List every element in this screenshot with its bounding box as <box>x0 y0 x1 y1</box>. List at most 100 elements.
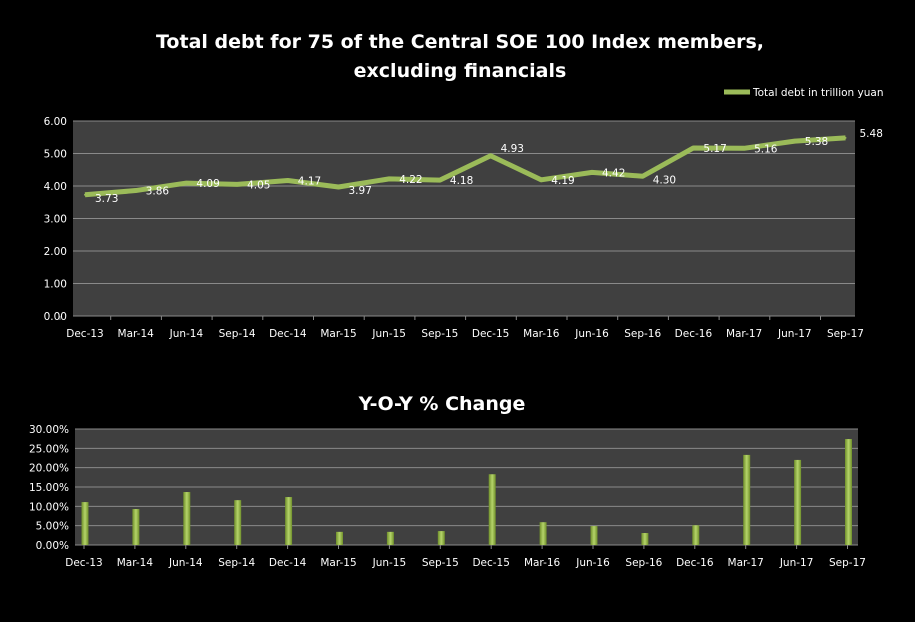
bar <box>183 492 191 545</box>
x-tick-label: Sep-15 <box>422 557 459 569</box>
bar <box>539 522 547 545</box>
y-tick-label: 10.00% <box>29 501 69 513</box>
data-point <box>84 193 86 196</box>
data-label: 3.97 <box>349 185 372 197</box>
data-label: 4.93 <box>501 143 524 155</box>
x-tick-label: Dec-14 <box>269 557 307 569</box>
data-point <box>185 182 188 185</box>
y-tick-label: 25.00% <box>29 443 69 455</box>
data-point <box>793 140 796 143</box>
data-point <box>540 178 543 181</box>
x-tick-label: Dec-14 <box>269 328 307 340</box>
bar-chart-title: Y-O-Y % Change <box>358 393 526 415</box>
bar <box>234 500 242 545</box>
y-tick-label: 15.00% <box>29 482 69 494</box>
data-point <box>286 179 289 182</box>
x-tick-label: Jun-17 <box>779 557 814 569</box>
y-tick-label: 3.00 <box>44 214 67 226</box>
bar <box>641 533 649 545</box>
y-tick-label: 0.00 <box>44 311 67 323</box>
x-tick-label: Mar-16 <box>524 557 561 569</box>
data-point <box>134 189 137 192</box>
bar <box>692 525 700 545</box>
bar <box>488 474 496 545</box>
x-tick-label: Mar-15 <box>320 328 356 340</box>
legend-label: Total debt in trillion yuan <box>752 87 884 99</box>
x-tick-label: Jun-16 <box>574 328 609 340</box>
x-tick-label: Jun-15 <box>372 557 407 569</box>
x-tick-label: Sep-14 <box>218 557 255 569</box>
bar <box>285 497 293 545</box>
data-label: 5.38 <box>805 136 828 148</box>
x-tick-label: Sep-15 <box>421 328 458 340</box>
data-label: 4.18 <box>450 175 473 187</box>
data-label: 4.17 <box>298 175 321 187</box>
bar <box>743 454 751 545</box>
x-tick-label: Sep-16 <box>624 328 661 340</box>
bar <box>794 459 802 545</box>
x-tick-label: Sep-17 <box>829 557 866 569</box>
x-tick-label: Mar-17 <box>726 328 762 340</box>
y-tick-label: 4.00 <box>44 181 67 193</box>
x-tick-label: Dec-13 <box>66 328 103 340</box>
y-tick-label: 2.00 <box>44 246 67 258</box>
x-tick-label: Dec-15 <box>472 557 509 569</box>
x-tick-label: Jun-17 <box>777 328 812 340</box>
data-label: 3.86 <box>146 186 170 198</box>
x-tick-label: Jun-15 <box>371 328 406 340</box>
x-tick-label: Mar-14 <box>118 328 155 340</box>
data-point <box>743 147 746 150</box>
data-label: 4.05 <box>247 179 270 191</box>
bar <box>590 526 598 545</box>
data-point <box>489 154 492 157</box>
x-tick-label: Mar-17 <box>728 557 764 569</box>
data-point <box>591 171 593 174</box>
data-label: 4.09 <box>196 178 219 190</box>
data-point <box>438 179 441 182</box>
data-label: 5.48 <box>860 128 883 140</box>
y-tick-label: 0.00% <box>36 540 69 552</box>
bar <box>336 531 343 545</box>
data-label: 4.42 <box>602 167 625 179</box>
data-label: 5.16 <box>754 143 778 155</box>
line-chart-title-2: excluding financials <box>354 60 567 82</box>
y-tick-label: 1.00 <box>44 279 67 291</box>
y-tick-label: 5.00% <box>36 521 69 533</box>
x-tick-label: Jun-14 <box>169 328 204 340</box>
x-tick-label: Dec-15 <box>472 328 509 340</box>
data-label: 4.19 <box>551 175 574 187</box>
data-label: 4.30 <box>653 174 676 186</box>
data-label: 3.73 <box>95 193 118 205</box>
data-label: 5.17 <box>703 143 726 155</box>
bar <box>845 439 852 545</box>
x-tick-label: Mar-14 <box>117 557 154 569</box>
x-tick-label: Mar-16 <box>523 328 560 340</box>
bar <box>132 509 140 545</box>
x-tick-label: Jun-16 <box>575 557 610 569</box>
data-point <box>844 136 847 139</box>
data-point <box>337 185 340 188</box>
data-point <box>641 175 644 178</box>
y-tick-label: 6.00 <box>44 116 67 128</box>
y-tick-label: 5.00 <box>44 149 67 161</box>
x-tick-label: Dec-13 <box>65 557 102 569</box>
data-point <box>236 183 239 186</box>
x-tick-label: Dec-16 <box>676 557 714 569</box>
series-line <box>84 135 846 198</box>
x-tick-label: Mar-15 <box>320 557 356 569</box>
x-tick-label: Sep-16 <box>625 557 662 569</box>
x-tick-label: Jun-14 <box>168 557 203 569</box>
bar <box>81 502 89 545</box>
y-tick-label: 30.00% <box>29 424 69 436</box>
line-chart-title-1: Total debt for 75 of the Central SOE 100… <box>156 31 764 53</box>
bar <box>386 531 394 545</box>
data-point <box>692 146 695 149</box>
x-tick-label: Sep-14 <box>219 328 256 340</box>
x-tick-label: Sep-17 <box>827 328 864 340</box>
data-point <box>388 177 391 180</box>
data-label: 4.22 <box>399 174 422 186</box>
bar <box>437 531 445 545</box>
y-tick-label: 20.00% <box>29 463 69 475</box>
x-tick-label: Dec-16 <box>675 328 713 340</box>
